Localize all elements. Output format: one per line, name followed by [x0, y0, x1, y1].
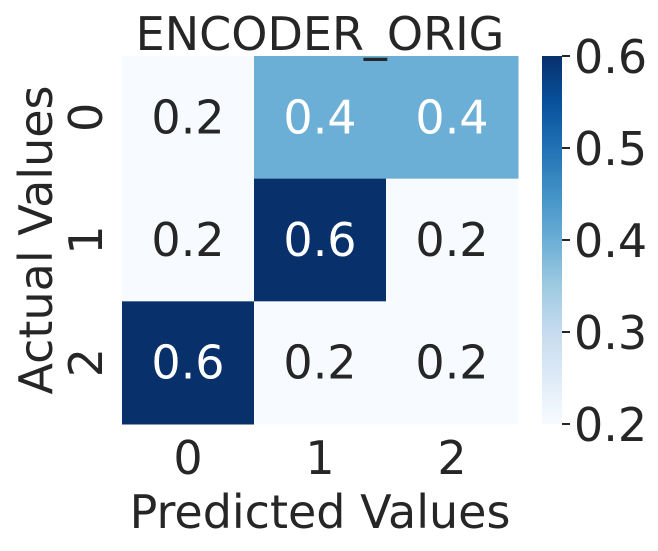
y-axis-label: Actual Values: [9, 85, 63, 394]
colorbar-tick-label: 0.4: [574, 214, 647, 268]
x-tick-label: 1: [305, 431, 334, 485]
heatmap-cell-labels: 0.2 0.4 0.4 0.2 0.6 0.2 0.6 0.2 0.2: [151, 90, 488, 389]
heatmap-cell-label-r1-c1: 0.6: [283, 213, 356, 267]
heatmap-cell-label-r1-c0: 0.2: [151, 213, 224, 267]
x-tick-label: 2: [437, 431, 466, 485]
x-axis-label: Predicted Values: [130, 485, 511, 539]
colorbar-ticks: 0.2 0.3 0.4 0.5 0.6: [562, 30, 647, 452]
heatmap-cell-r0-c2: [386, 56, 519, 180]
heatmap-cell-label-r2-c1: 0.2: [283, 336, 356, 390]
colorbar-gradient: [542, 56, 562, 424]
heatmap-cell-label-r2-c0: 0.6: [151, 336, 224, 390]
colorbar-tick-label: 0.2: [574, 398, 647, 452]
heatmap-cell-r0-c1: [254, 56, 387, 180]
heatmap-cell-label-r0-c1: 0.4: [283, 90, 356, 144]
heatmap-cell-label-r0-c2: 0.4: [415, 90, 488, 144]
x-tick-label: 0: [173, 431, 202, 485]
heatmap-cells: [122, 56, 519, 425]
heatmap-cell-r2-c1: [254, 301, 387, 425]
heatmap-cell-r2-c0: [122, 301, 255, 425]
y-tick-label: 2: [59, 348, 113, 377]
colorbar-tick-label: 0.5: [574, 122, 647, 176]
y-tick-label: 0: [59, 103, 113, 132]
heatmap-cell-r1-c2: [386, 178, 519, 302]
heatmap-cell-r2-c2: [386, 301, 519, 425]
heatmap-cell-r1-c1: [254, 178, 387, 302]
y-tick-label: 1: [59, 225, 113, 254]
heatmap-cell-label-r0-c0: 0.2: [151, 90, 224, 144]
heatmap-cell-label-r2-c2: 0.2: [415, 336, 488, 390]
heatmap-cell-r1-c0: [122, 178, 255, 302]
colorbar-tick-label: 0.6: [574, 30, 647, 84]
chart-title: ENCODER_ORIG: [136, 7, 505, 61]
heatmap-cell-label-r1-c2: 0.2: [415, 213, 488, 267]
heatmap-cell-r0-c0: [122, 56, 255, 180]
colorbar-tick-label: 0.3: [574, 306, 647, 360]
x-axis-ticks: 0 1 2: [173, 431, 466, 485]
colorbar: 0.2 0.3 0.4 0.5 0.6: [542, 30, 647, 452]
y-axis-ticks: 0 1 2: [59, 103, 113, 378]
